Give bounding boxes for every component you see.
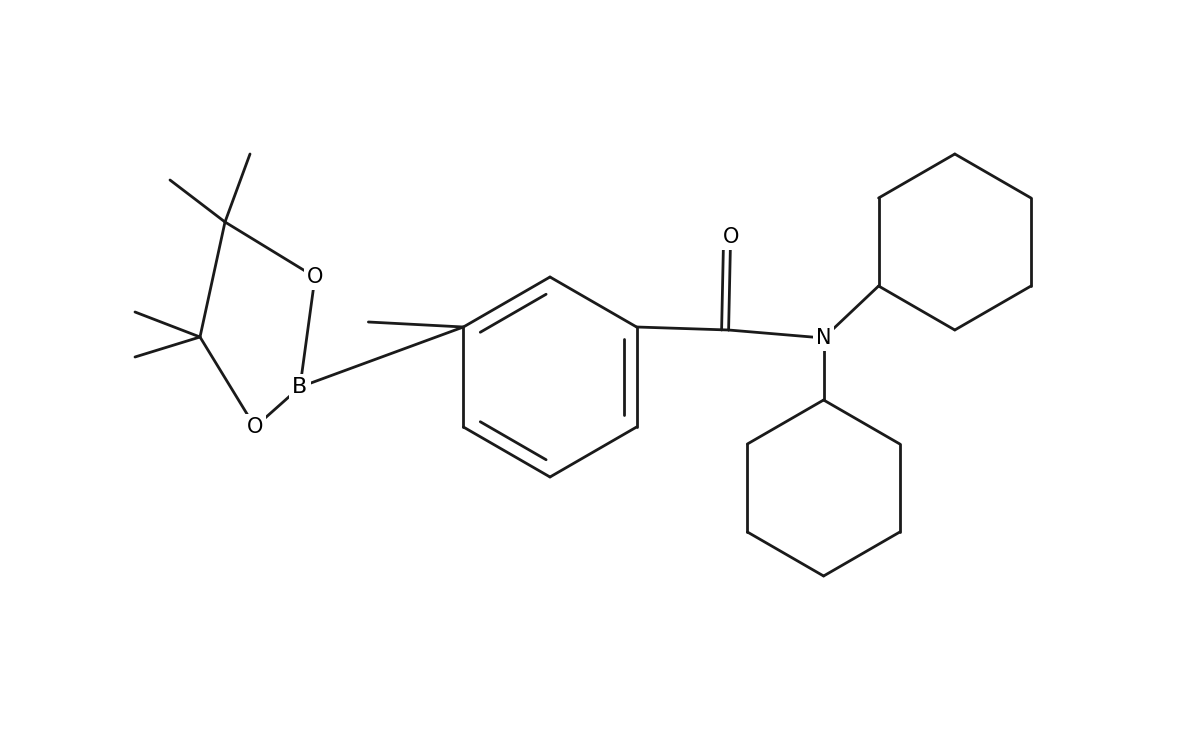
Text: B: B [292, 377, 308, 397]
Text: O: O [247, 417, 264, 437]
Text: O: O [722, 227, 739, 247]
Text: N: N [816, 328, 831, 348]
Text: O: O [307, 267, 323, 287]
